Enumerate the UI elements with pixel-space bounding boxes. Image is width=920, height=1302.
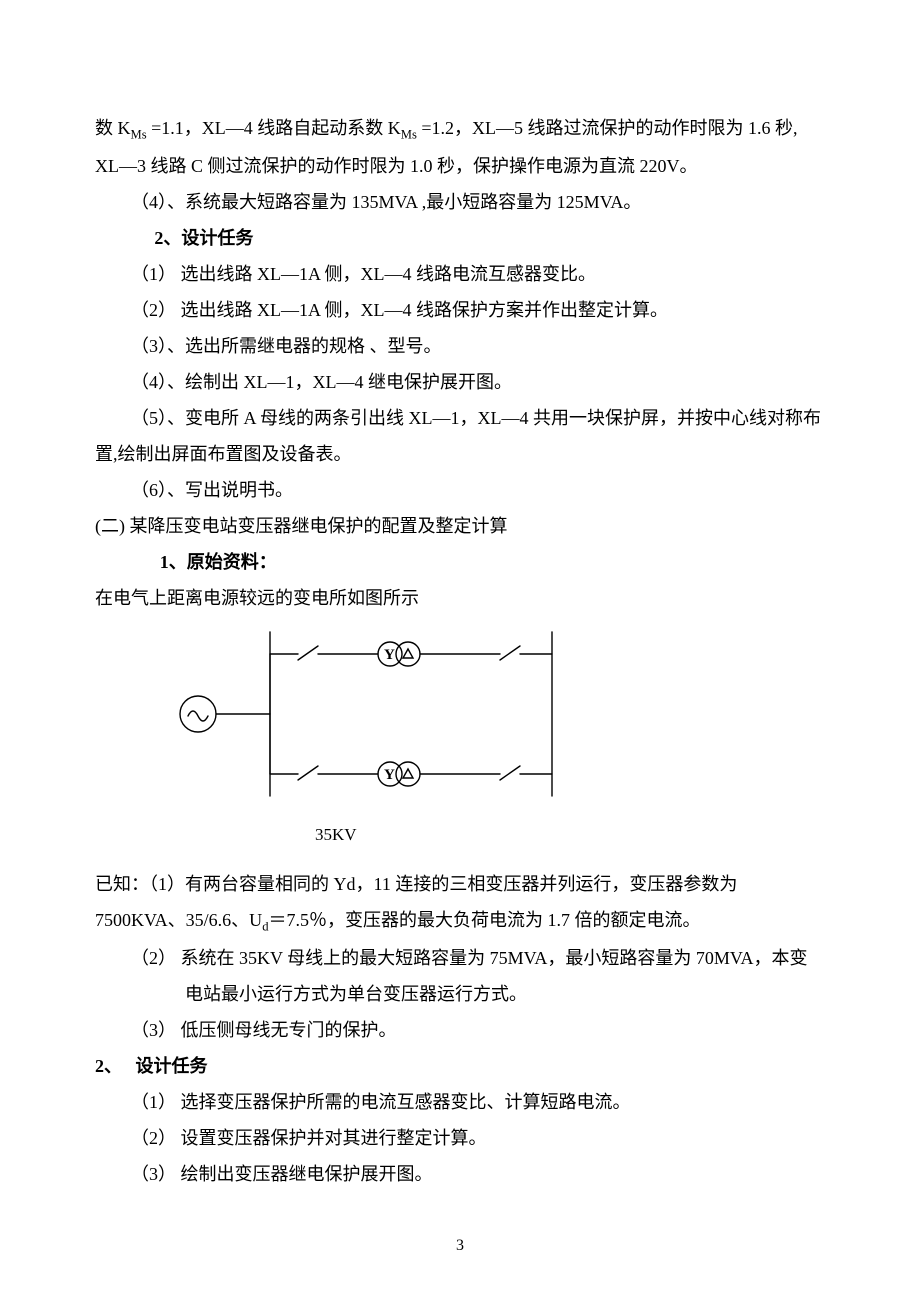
document-page: 数 KMs =1.1，XL—4 线路自起动系数 KMs =1.2，XL—5 线路… — [0, 0, 920, 1302]
circuit-diagram: Y Y 35KV — [95, 624, 890, 852]
diagram-voltage-label: 35KV — [315, 818, 890, 852]
task1-item-5a: （5）、变电所 A 母线的两条引出线 XL—1，XL—4 共用一块保护屏，并按中… — [95, 400, 825, 436]
text-run: 7500KVA、35/6.6、U — [95, 910, 262, 930]
task2-item-2: （2） 设置变压器保护并对其进行整定计算。 — [95, 1120, 825, 1156]
task1-item-1: （1） 选出线路 XL—1A 侧，XL—4 线路电流互感器变比。 — [95, 256, 825, 292]
text-run: =1.1，XL—4 线路自起动系数 K — [147, 118, 401, 138]
circuit-svg: Y Y — [160, 624, 620, 804]
delta-bot — [403, 769, 413, 778]
section-2-title: (二) 某降压变电站变压器继电保护的配置及整定计算 — [95, 508, 825, 544]
task2-item-3: （3） 绘制出变压器继电保护展开图。 — [95, 1156, 825, 1192]
known-1a: 已知：（1）有两台容量相同的 Yd，11 连接的三相变压器并列运行，变压器参数为 — [95, 866, 825, 902]
subscript: Ms — [401, 128, 417, 142]
breaker-top-left — [298, 646, 318, 660]
task1-item-6: （6）、写出说明书。 — [95, 472, 825, 508]
paragraph-top-1: 数 KMs =1.1，XL—4 线路自起动系数 KMs =1.2，XL—5 线路… — [95, 110, 825, 148]
breaker-top-right — [500, 646, 520, 660]
known-2b: 电站最小运行方式为单台变压器运行方式。 — [95, 976, 825, 1012]
heading-design-task-1: 2、设计任务 — [95, 220, 825, 256]
known-3: （3） 低压侧母线无专门的保护。 — [95, 1012, 825, 1048]
task1-item-5b: 置,绘制出屏面布置图及设备表。 — [95, 436, 825, 472]
known-2a: （2） 系统在 35KV 母线上的最大短路容量为 75MVA，最小短路容量为 7… — [95, 940, 825, 976]
subscript: Ms — [131, 128, 147, 142]
raw-data-line: 在电气上距离电源较远的变电所如图所示 — [95, 580, 825, 616]
xfmr-top-secondary — [396, 642, 420, 666]
page-number: 3 — [0, 1230, 920, 1262]
task1-item-3: （3）、选出所需继电器的规格 、型号。 — [95, 328, 825, 364]
text-run: ＝7.5％，变压器的最大负荷电流为 1.7 倍的额定电流。 — [268, 910, 700, 930]
text-run: 数 K — [95, 118, 131, 138]
label-y-top: Y — [384, 647, 395, 663]
paragraph-top-2: XL—3 线路 C 侧过流保护的动作时限为 1.0 秒，保护操作电源为直流 22… — [95, 148, 825, 184]
heading-design-task-2: 2、 设计任务 — [95, 1048, 825, 1084]
source-circle — [180, 696, 216, 732]
known-1b: 7500KVA、35/6.6、Ud＝7.5％，变压器的最大负荷电流为 1.7 倍… — [95, 902, 825, 940]
task1-item-2: （2） 选出线路 XL—1A 侧，XL—4 线路保护方案并作出整定计算。 — [95, 292, 825, 328]
task2-item-1: （1） 选择变压器保护所需的电流互感器变比、计算短路电流。 — [95, 1084, 825, 1120]
xfmr-bot-secondary — [396, 762, 420, 786]
heading-raw-data: 1、原始资料： — [95, 544, 825, 580]
tilde-icon — [188, 711, 208, 721]
breaker-bot-right — [500, 766, 520, 780]
label-y-bot: Y — [384, 767, 395, 783]
text-run: =1.2，XL—5 线路过流保护的动作时限为 1.6 秒, — [417, 118, 798, 138]
paragraph-1-4: （4）、系统最大短路容量为 135MVA ,最小短路容量为 125MVA。 — [95, 184, 825, 220]
breaker-bot-left — [298, 766, 318, 780]
task1-item-4: （4）、绘制出 XL—1，XL—4 继电保护展开图。 — [95, 364, 825, 400]
delta-top — [403, 649, 413, 658]
